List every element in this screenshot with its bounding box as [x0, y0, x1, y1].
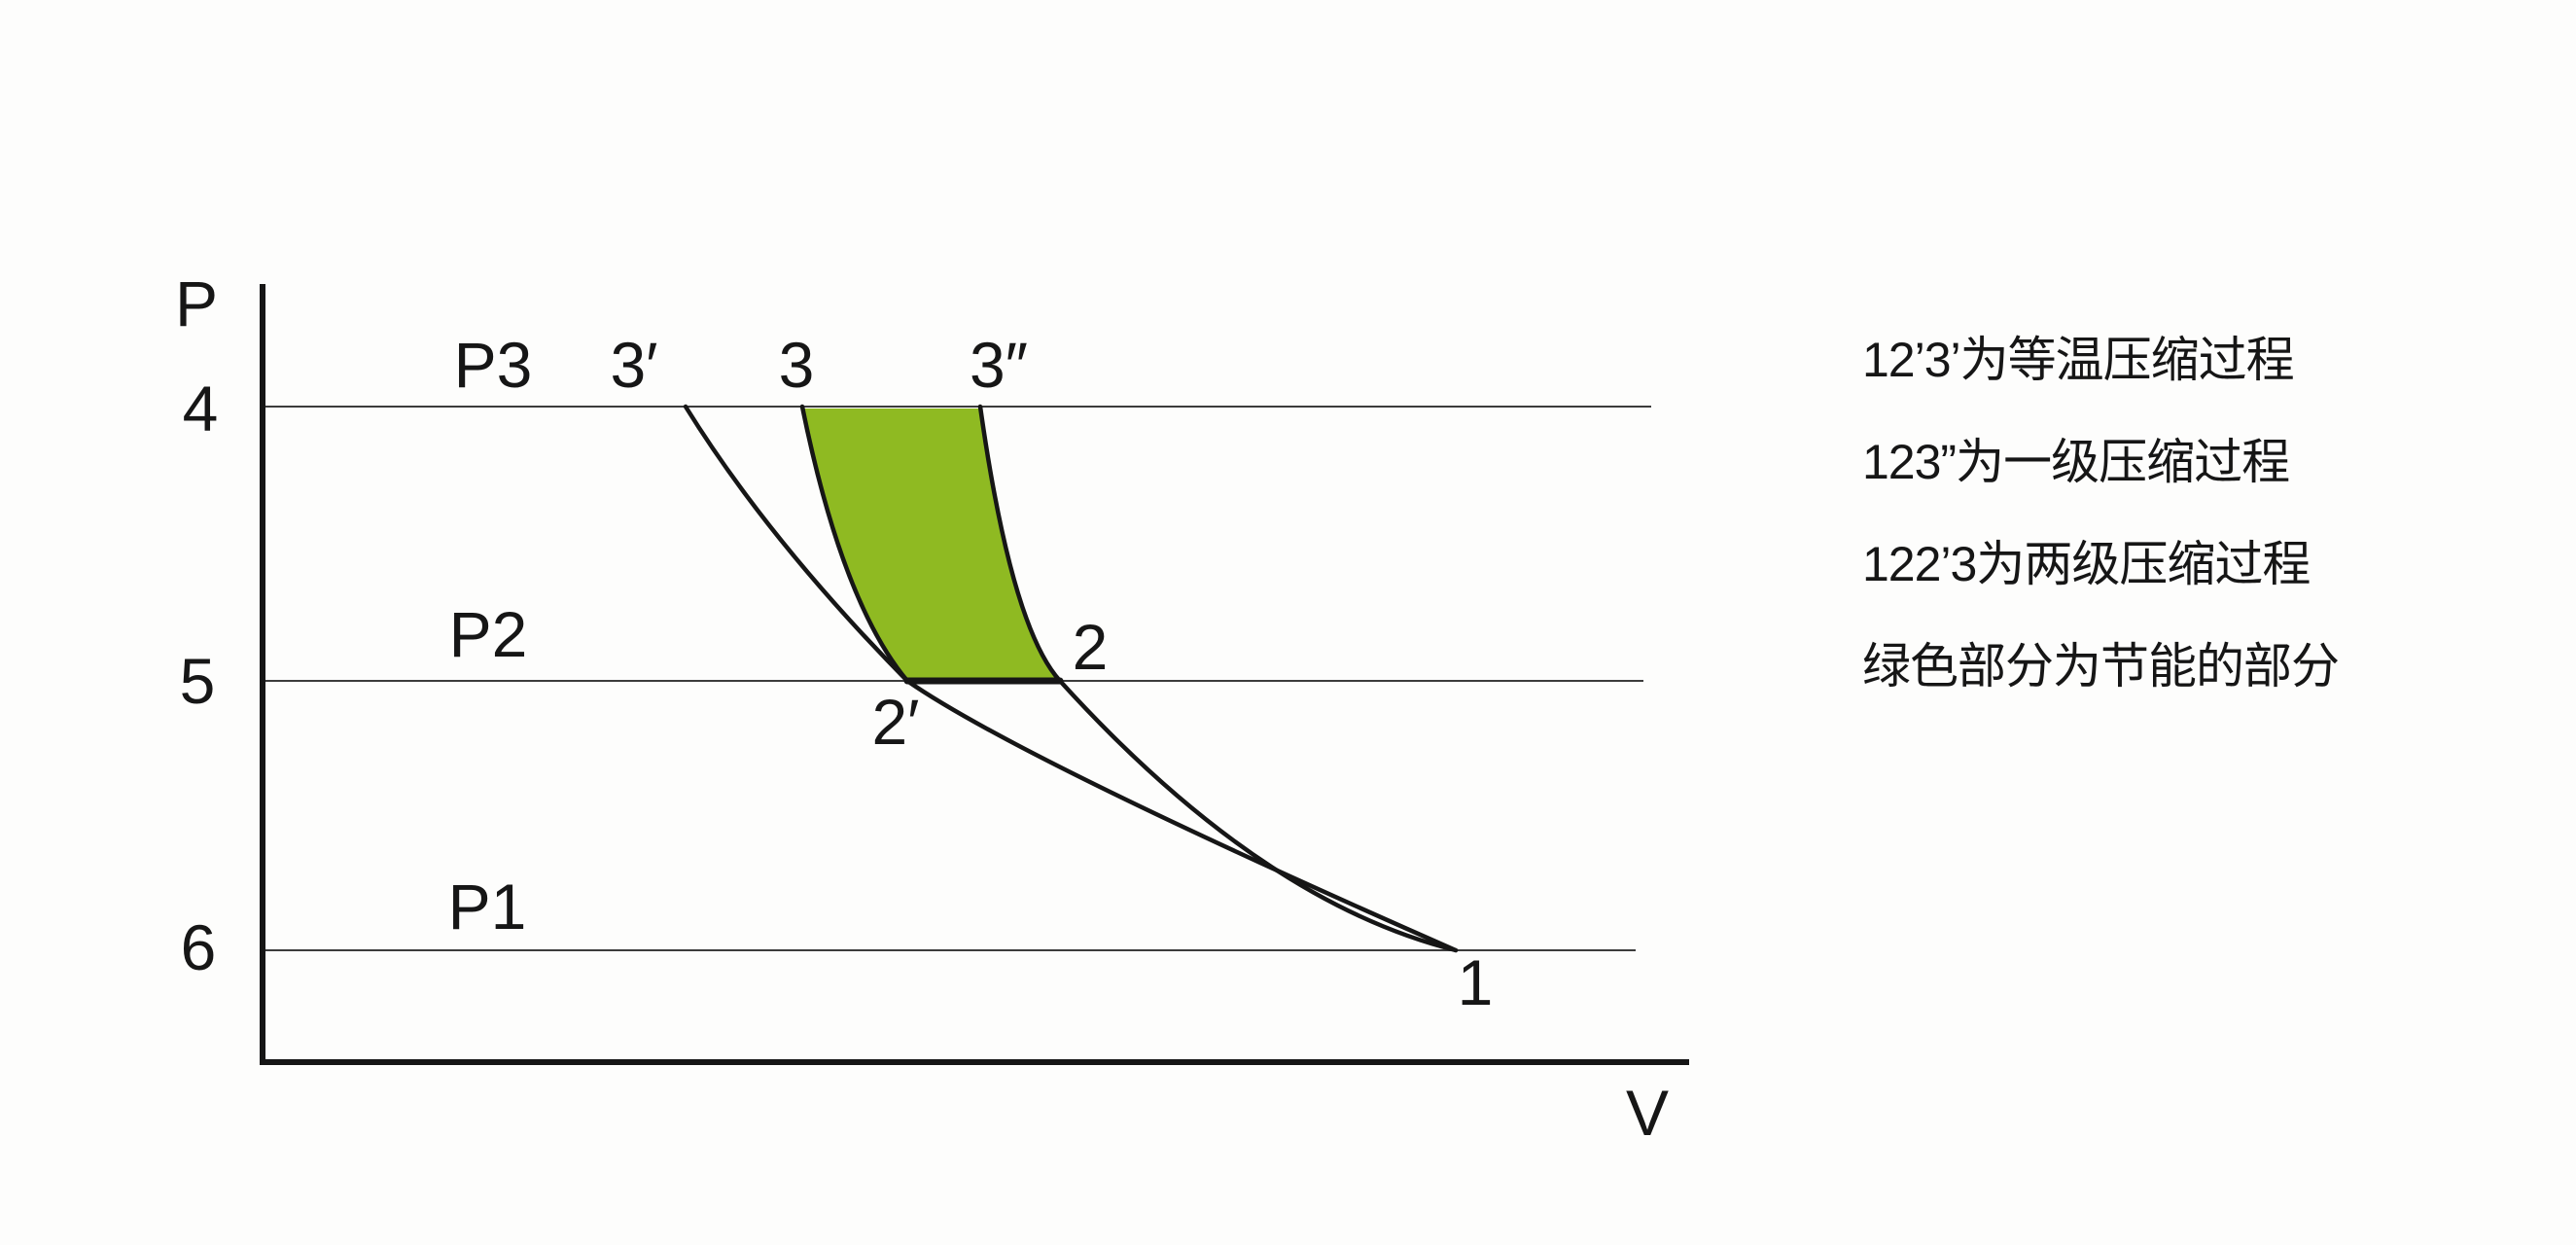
- state-label-3: 3: [779, 329, 815, 401]
- legend-line-green-region: 绿色部分为节能的部分: [1862, 639, 2340, 694]
- isobar-label-p1: P1: [448, 871, 527, 943]
- tick-6: 6: [181, 911, 217, 983]
- state-label-2prime: 2′: [871, 686, 919, 758]
- tick-4: 4: [183, 373, 219, 445]
- isobar-label-p2: P2: [449, 598, 528, 670]
- single-stage-curve-1-2-3pp: [977, 404, 1459, 953]
- isobar-label-p3: P3: [454, 329, 533, 401]
- isothermal-curve-1-2p-3p: [683, 404, 1459, 953]
- y-axis-title: P: [175, 267, 218, 339]
- legend-line-isothermal: 12’3’为等温压缩过程: [1862, 333, 2295, 387]
- state-label-1: 1: [1458, 946, 1494, 1018]
- x-axis-title: V: [1626, 1077, 1669, 1149]
- state-label-3prime: 3′: [610, 329, 657, 401]
- state-label-3doubleprime: 3″: [970, 329, 1028, 401]
- state-label-2: 2: [1073, 611, 1109, 683]
- tick-5: 5: [180, 645, 216, 717]
- legend-text-block: 12’3’为等温压缩过程 123”为一级压缩过程 122’3为两级压缩过程 绿色…: [1862, 309, 2340, 718]
- energy-saving-region: [803, 409, 1060, 681]
- second-stage-curve-2p-3: [799, 404, 910, 684]
- legend-line-single-stage: 123”为一级压缩过程: [1862, 435, 2290, 489]
- legend-line-two-stage: 122’3为两级压缩过程: [1862, 537, 2311, 591]
